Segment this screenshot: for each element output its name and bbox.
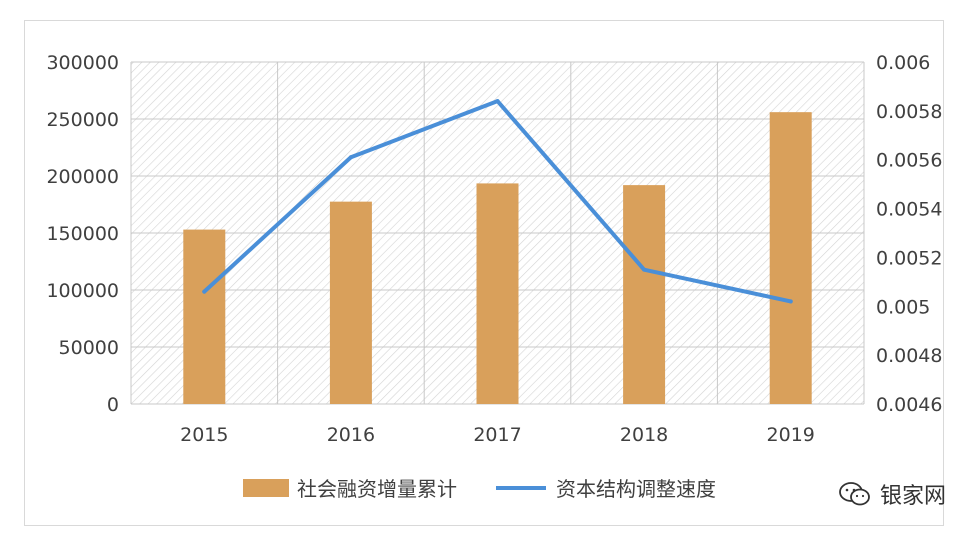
watermark: 银家网 [838, 478, 946, 510]
y-right-tick-label: 0.0056 [876, 150, 942, 172]
y-right-tick-label: 0.0058 [876, 101, 942, 123]
line-series [202, 99, 793, 304]
line-point [788, 299, 793, 304]
bar [623, 185, 666, 404]
axis-labels: 0 50000 100000 150000 200000 250000 300000 0.00… [46, 52, 942, 446]
legend-swatch-bar [243, 479, 289, 497]
y-left-tick-label: 50000 [59, 337, 119, 359]
y-right-tick-label: 0.006 [876, 52, 930, 74]
y-left-tick-label: 200000 [46, 166, 119, 188]
bar [476, 183, 519, 404]
y-right-tick-label: 0.0054 [876, 199, 942, 221]
y-left-tick-label: 100000 [46, 280, 119, 302]
y-right-tick-label: 0.0052 [876, 247, 942, 269]
bar [183, 229, 226, 404]
wechat-logo-icon [839, 482, 870, 506]
legend: 社会融资增量累计 资本结构调整速度 [243, 477, 716, 501]
y-right-tick-label: 0.005 [876, 296, 930, 318]
legend-label-line: 资本结构调整速度 [556, 477, 716, 501]
bar-series [183, 112, 812, 404]
x-tick-label: 2018 [620, 424, 668, 446]
x-tick-label: 2015 [180, 424, 228, 446]
legend-label-bar: 社会融资增量累计 [297, 477, 457, 501]
y-left-tick-label: 300000 [46, 52, 119, 74]
x-tick-label: 2019 [767, 424, 815, 446]
y-right-tick-label: 0.0048 [876, 345, 942, 367]
line-point [348, 155, 353, 160]
x-tick-label: 2017 [473, 424, 521, 446]
x-tick-label: 2016 [327, 424, 375, 446]
watermark-text: 银家网 [879, 484, 946, 509]
y-left-tick-label: 250000 [46, 109, 119, 131]
bar [769, 112, 812, 404]
bar [329, 201, 372, 404]
line-point [202, 289, 207, 294]
line-point [642, 267, 647, 272]
y-left-tick-label: 150000 [46, 223, 119, 245]
line-point [495, 99, 500, 104]
y-left-tick-label: 0 [107, 394, 119, 416]
y-right-tick-label: 0.0046 [876, 394, 942, 416]
